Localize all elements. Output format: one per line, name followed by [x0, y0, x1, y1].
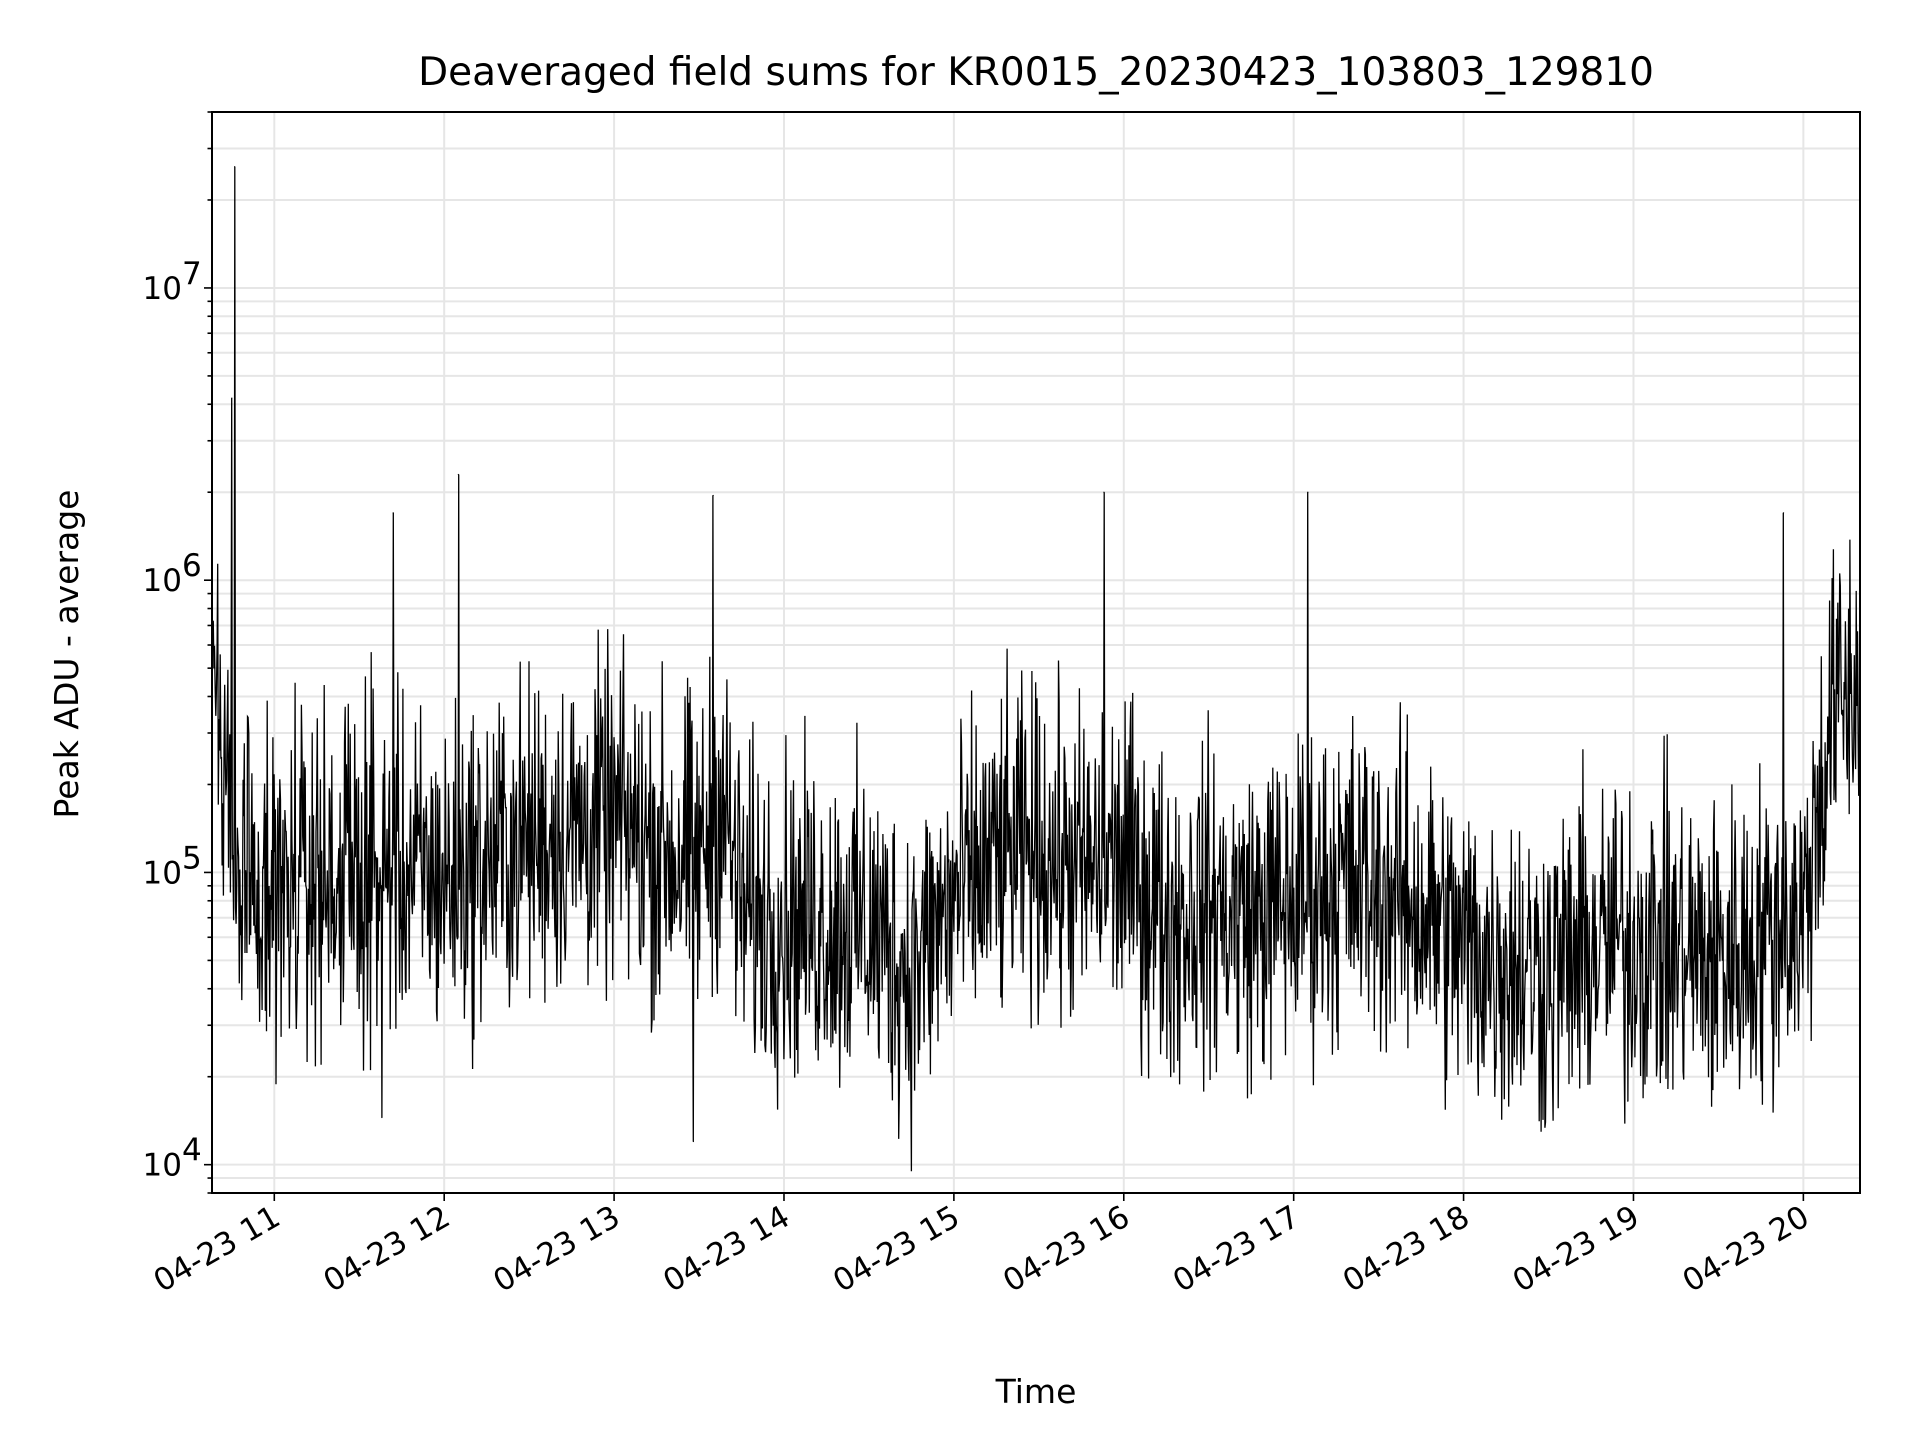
spike-point: [234, 166, 236, 168]
x-tick-label: 04-23 16: [997, 1199, 1136, 1300]
spike-point: [692, 1140, 694, 1143]
y-tick-base: 10: [143, 271, 182, 307]
y-tick-exponent: 6: [182, 548, 202, 584]
y-tick-label: 10: [143, 563, 182, 599]
plot-frame: [211, 111, 1861, 1194]
spike-point: [712, 494, 714, 497]
x-tick-label: 04-23 15: [827, 1199, 966, 1300]
x-tick-label: 04-23 11: [148, 1199, 287, 1300]
spike-point: [1103, 491, 1105, 493]
x-tick-label: 04-23 20: [1677, 1199, 1816, 1300]
y-tick-label: 10: [143, 271, 182, 307]
chart-title: Deaveraged field sums for KR0015_2023042…: [418, 50, 1654, 95]
spike-point: [1782, 512, 1785, 514]
y-tick-label: 10: [143, 1148, 182, 1184]
y-axis-title: Peak ADU - average: [47, 490, 86, 819]
y-tick-base: 10: [143, 1148, 182, 1184]
spike-point: [392, 512, 394, 514]
y-tick-base: 10: [143, 563, 182, 599]
x-tick-label: 04-23 18: [1337, 1199, 1476, 1300]
spike-point: [231, 397, 233, 399]
x-tick-label: 04-23 13: [487, 1199, 626, 1300]
y-tick-base: 10: [143, 855, 182, 891]
x-axis-title: Time: [995, 1372, 1077, 1411]
spike-point: [457, 473, 459, 476]
series-layer: [211, 166, 1861, 1172]
y-tick-exponent: 5: [182, 840, 202, 876]
x-tick-label: 04-23 17: [1167, 1199, 1306, 1300]
x-tick-label: 04-23 14: [657, 1199, 796, 1300]
spike-point: [381, 1116, 383, 1119]
x-tick-label: 04-23 19: [1507, 1199, 1646, 1300]
series-line: [211, 166, 1861, 1172]
spike-point: [1627, 1100, 1629, 1102]
x-tick-label: 04-23 12: [317, 1199, 456, 1300]
spike-point: [1307, 491, 1309, 493]
x-tick-layer: 04-23 11 04-23 12 04-23 13 04-23 14 04-23 15…: [148, 1193, 1816, 1300]
y-tick-label: 10: [143, 855, 182, 891]
y-tick-exponent: 7: [182, 256, 202, 292]
y-tick-exponent: 4: [182, 1133, 202, 1169]
